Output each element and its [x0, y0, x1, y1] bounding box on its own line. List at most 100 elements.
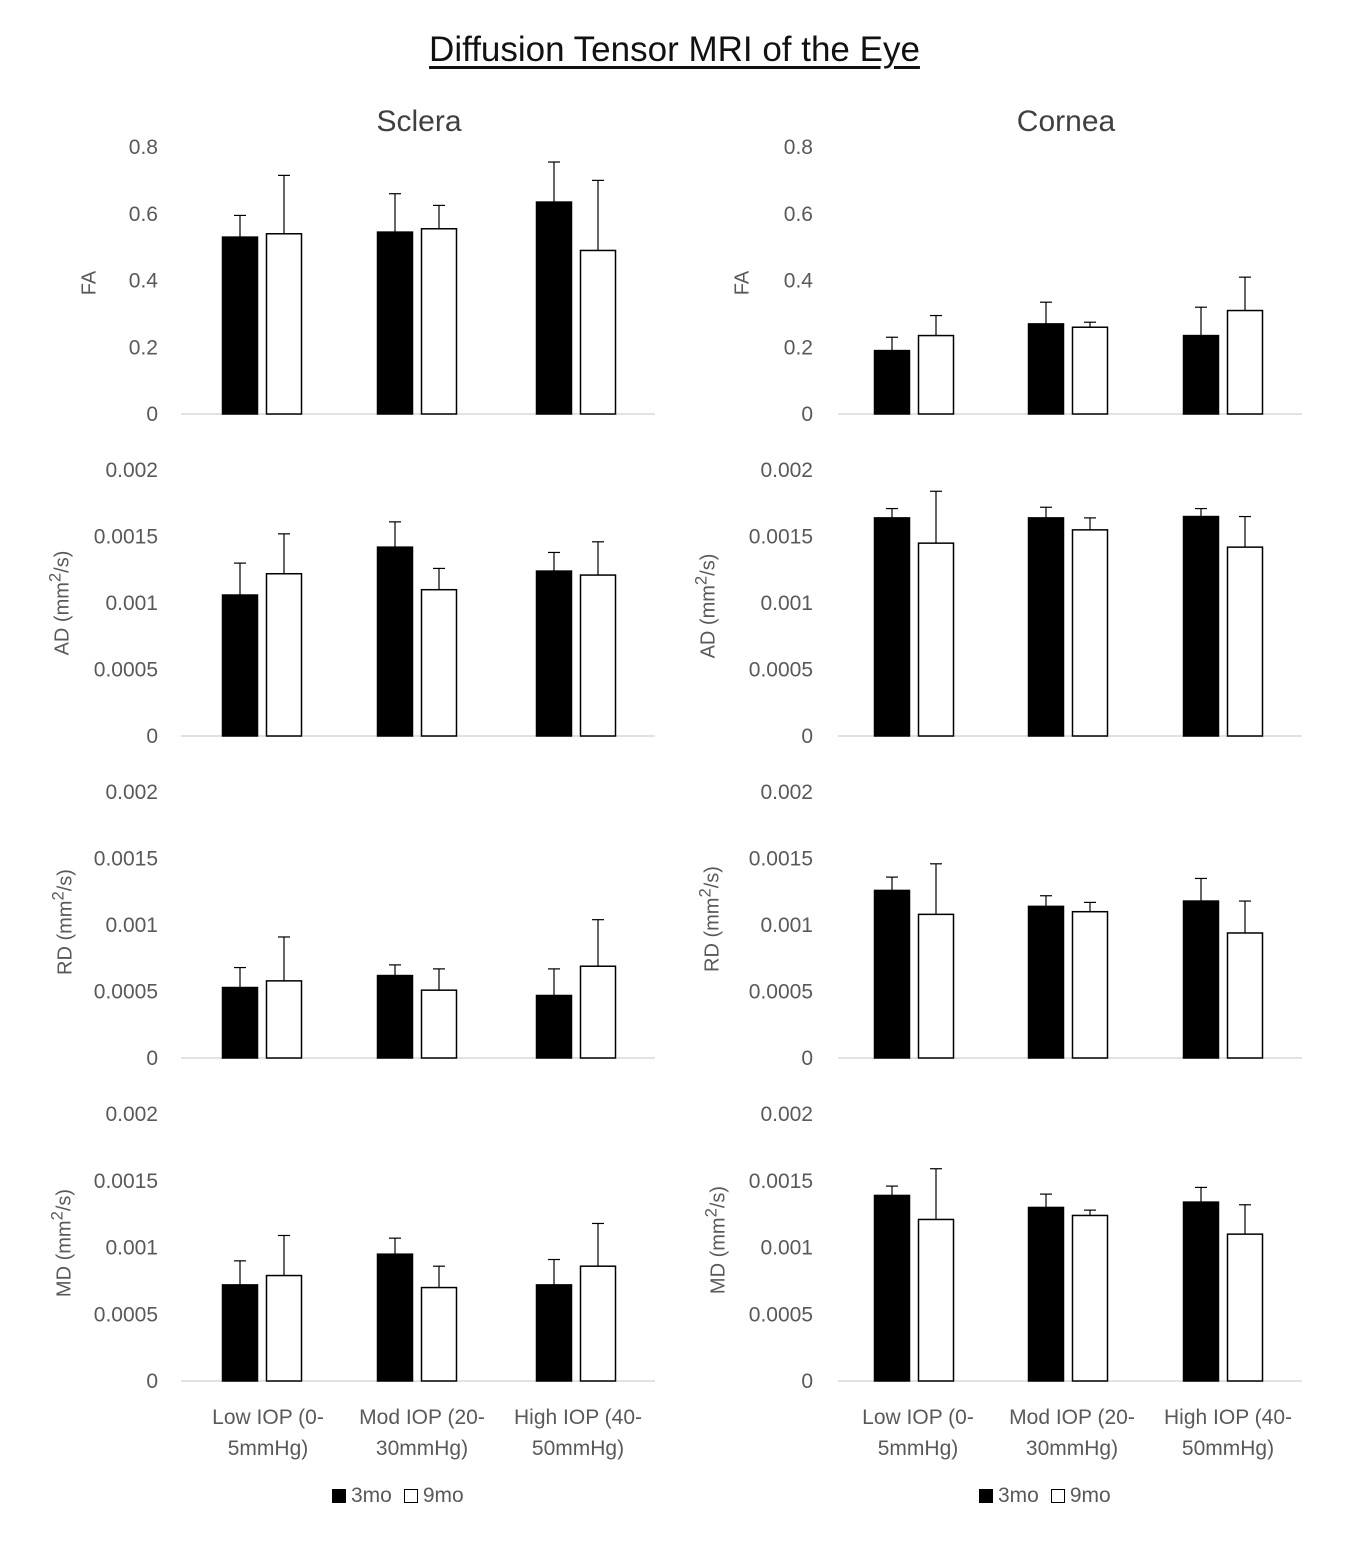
- ylabel-rd-sclera: RD (mm2/s): [48, 869, 77, 975]
- ytick-label-ad-sclera: 0: [146, 725, 158, 748]
- ytick-label-ad-cornea: 0.0015: [749, 526, 813, 549]
- legend-item-3mo: 3mo: [979, 1484, 1039, 1508]
- bar-9mo-md-sclera-2: [579, 1265, 617, 1382]
- bar-3mo-md-sclera-2: [535, 1284, 573, 1382]
- legend-item-9mo: 9mo: [1050, 1484, 1111, 1508]
- ylabel-fa-cornea: FA: [731, 270, 754, 296]
- ytick-label-ad-sclera: 0.002: [105, 459, 158, 482]
- bar-3mo-rd-cornea-1: [1027, 905, 1065, 1059]
- ytick-label-fa-sclera: 0.8: [129, 136, 158, 159]
- ytick-label-ad-cornea: 0.002: [760, 459, 813, 482]
- bar-3mo-md-sclera-0: [221, 1284, 259, 1382]
- bar-3mo-rd-cornea-2: [1182, 900, 1220, 1059]
- bar-9mo-ad-sclera-0: [265, 572, 303, 737]
- bar-3mo-ad-cornea-1: [1027, 517, 1065, 737]
- bar-3mo-fa-sclera-0: [221, 236, 259, 415]
- bar-9mo-rd-sclera-2: [579, 965, 617, 1059]
- ytick-label-md-sclera: 0.001: [105, 1237, 158, 1260]
- ytick-label-rd-sclera: 0: [146, 1047, 158, 1070]
- bar-9mo-md-sclera-1: [420, 1286, 458, 1382]
- bar-9mo-ad-sclera-2: [579, 574, 617, 737]
- bar-3mo-md-sclera-1: [376, 1253, 414, 1382]
- ytick-label-fa-cornea: 0.6: [784, 203, 813, 226]
- bar-3mo-fa-cornea-1: [1027, 323, 1065, 415]
- bar-3mo-md-cornea-2: [1182, 1201, 1220, 1382]
- bar-9mo-md-sclera-0: [265, 1274, 303, 1382]
- ylabel-ad-cornea: AD (mm2/s): [691, 553, 720, 659]
- ytick-label-rd-sclera: 0.0005: [94, 981, 158, 1004]
- ylabel-rd-cornea: RD (mm2/s): [695, 866, 724, 972]
- ytick-label-ad-cornea: 0.001: [760, 592, 813, 615]
- category-label-high-sclera: High IOP (40- 50mmHg): [514, 1406, 642, 1460]
- bar-9mo-md-cornea-2: [1226, 1233, 1264, 1382]
- category-label-low-cornea: Low IOP (0- 5mmHg): [862, 1406, 974, 1460]
- ytick-label-rd-cornea: 0: [801, 1047, 813, 1070]
- bar-3mo-ad-cornea-2: [1182, 515, 1220, 737]
- column-title-sclera: Sclera: [376, 105, 462, 138]
- bar-9mo-ad-cornea-0: [917, 542, 955, 737]
- legend-item-9mo: 9mo: [403, 1484, 464, 1508]
- category-label-mod-sclera: Mod IOP (20- 30mmHg): [359, 1406, 485, 1460]
- ylabel-ad-sclera: AD (mm2/s): [45, 550, 74, 656]
- bar-9mo-rd-cornea-2: [1226, 932, 1264, 1059]
- bar-3mo-ad-sclera-0: [221, 594, 259, 737]
- legend-swatch-9mo: [403, 1489, 418, 1503]
- bar-9mo-fa-sclera-0: [265, 233, 303, 415]
- bar-3mo-fa-cornea-0: [873, 349, 911, 415]
- category-label-mod-cornea: Mod IOP (20- 30mmHg): [1009, 1406, 1135, 1460]
- bar-9mo-rd-sclera-1: [420, 989, 458, 1059]
- bar-3mo-fa-sclera-2: [535, 201, 573, 415]
- bar-3mo-md-cornea-0: [873, 1194, 911, 1382]
- bar-3mo-rd-sclera-0: [221, 986, 259, 1059]
- ytick-label-rd-cornea: 0.002: [760, 781, 813, 804]
- ytick-label-md-cornea: 0.0015: [749, 1170, 813, 1193]
- bar-9mo-md-cornea-1: [1071, 1214, 1109, 1382]
- bar-9mo-ad-sclera-1: [420, 588, 458, 737]
- bar-9mo-ad-cornea-2: [1226, 546, 1264, 737]
- bar-9mo-fa-cornea-2: [1226, 309, 1264, 415]
- ytick-label-fa-sclera: 0.2: [129, 336, 158, 359]
- ytick-label-ad-cornea: 0.0005: [749, 659, 813, 682]
- ytick-label-rd-cornea: 0.0005: [749, 981, 813, 1004]
- ytick-label-fa-cornea: 0.8: [784, 136, 813, 159]
- ytick-label-md-sclera: 0.0005: [94, 1303, 158, 1326]
- ytick-label-rd-sclera: 0.001: [105, 914, 158, 937]
- bar-3mo-fa-sclera-1: [376, 231, 414, 415]
- ylabel-fa-sclera: FA: [78, 270, 101, 296]
- ytick-label-rd-cornea: 0.001: [760, 914, 813, 937]
- ylabel-md-cornea: MD (mm2/s): [701, 1185, 730, 1295]
- ytick-label-md-cornea: 0: [801, 1370, 813, 1393]
- bar-3mo-rd-sclera-2: [535, 994, 573, 1059]
- bar-9mo-fa-sclera-1: [420, 228, 458, 415]
- legend-swatch-3mo: [979, 1489, 993, 1503]
- bar-9mo-fa-cornea-0: [917, 334, 955, 415]
- ytick-label-fa-sclera: 0.4: [129, 270, 159, 293]
- bar-9mo-ad-cornea-1: [1071, 529, 1109, 737]
- ytick-label-ad-sclera: 0.0005: [94, 659, 158, 682]
- ytick-label-fa-sclera: 0: [146, 403, 158, 426]
- bar-3mo-rd-sclera-1: [376, 974, 414, 1059]
- bar-3mo-ad-sclera-1: [376, 546, 414, 737]
- bar-3mo-md-cornea-1: [1027, 1206, 1065, 1382]
- ytick-label-md-sclera: 0.0015: [94, 1170, 158, 1193]
- ytick-label-fa-cornea: 0.4: [784, 270, 814, 293]
- column-title-cornea: Cornea: [1016, 105, 1116, 138]
- bar-9mo-rd-sclera-0: [265, 980, 303, 1059]
- ytick-label-fa-cornea: 0.2: [784, 336, 813, 359]
- ytick-label-rd-sclera: 0.0015: [94, 848, 158, 871]
- ytick-label-md-sclera: 0.002: [105, 1103, 158, 1126]
- ytick-label-ad-cornea: 0: [801, 725, 813, 748]
- bar-9mo-fa-cornea-1: [1071, 326, 1109, 415]
- ytick-label-md-cornea: 0.002: [760, 1103, 813, 1126]
- bar-9mo-md-cornea-0: [917, 1218, 955, 1382]
- category-label-high-cornea: High IOP (40- 50mmHg): [1164, 1406, 1292, 1460]
- ytick-label-ad-sclera: 0.0015: [94, 526, 158, 549]
- ytick-label-md-sclera: 0: [146, 1370, 158, 1393]
- bar-9mo-fa-sclera-2: [579, 249, 617, 415]
- ytick-label-fa-cornea: 0: [801, 403, 813, 426]
- bar-9mo-rd-cornea-0: [917, 913, 955, 1059]
- legend-item-3mo: 3mo: [332, 1484, 392, 1508]
- bar-3mo-ad-sclera-2: [535, 570, 573, 737]
- legend-sclera: 3mo 9mo: [332, 1484, 476, 1508]
